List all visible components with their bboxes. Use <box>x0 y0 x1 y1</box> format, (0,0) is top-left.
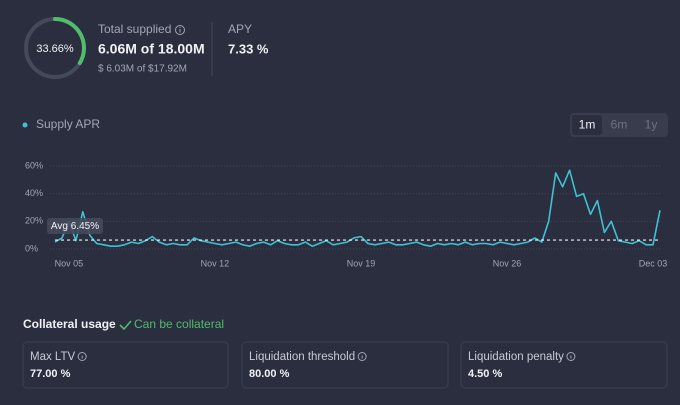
stat-value: 4.50 % <box>468 368 502 380</box>
gauge-label: 33.66% <box>36 43 74 55</box>
y-tick-label: 0% <box>25 243 38 253</box>
info-icon[interactable] <box>357 352 367 361</box>
stat-value: 80.00 % <box>249 368 290 380</box>
range-option[interactable]: 1m <box>579 118 596 132</box>
stat-card <box>241 341 449 389</box>
info-icon[interactable] <box>77 352 87 361</box>
average-badge <box>47 218 103 234</box>
x-tick-label: Nov 12 <box>201 258 230 268</box>
check-icon <box>119 320 132 331</box>
x-tick-label: Nov 05 <box>55 258 84 268</box>
apy-value: 7.33 % <box>228 41 269 56</box>
stat-label: Liquidation penalty <box>468 351 564 363</box>
gauge-arc <box>53 17 86 66</box>
collateral-title: Collateral usage <box>23 317 116 331</box>
total-supplied-amount: 6.06M of 18.00M <box>98 41 205 57</box>
range-selected <box>572 115 602 135</box>
legend-marker <box>22 122 28 128</box>
info-icon[interactable] <box>175 25 185 35</box>
stat-label: Liquidation threshold <box>249 351 355 363</box>
stat-value: 77.00 % <box>30 368 71 380</box>
x-tick-label: Nov 26 <box>493 258 522 268</box>
y-tick-label: 20% <box>25 216 43 226</box>
legend-label: Supply APR <box>36 117 100 131</box>
total-supplied-title: Total supplied <box>98 22 171 36</box>
total-supplied-usd: $ 6.03M of $17.92M <box>98 64 187 75</box>
range-option[interactable]: 6m <box>611 118 628 132</box>
series-line <box>54 169 661 247</box>
apy-title: APY <box>228 22 252 36</box>
y-tick-label: 40% <box>25 188 43 198</box>
stat-card <box>22 341 229 389</box>
x-tick-label: Dec 03 <box>639 258 668 268</box>
stat-card <box>460 341 668 389</box>
info-icon[interactable] <box>566 352 576 361</box>
stat-label: Max LTV <box>30 351 75 363</box>
y-tick-label: 60% <box>25 160 43 170</box>
average-label: Avg 6.45% <box>51 221 99 232</box>
range-option[interactable]: 1y <box>645 118 658 132</box>
collateral-status: Can be collateral <box>134 317 224 331</box>
x-tick-label: Nov 19 <box>347 258 376 268</box>
